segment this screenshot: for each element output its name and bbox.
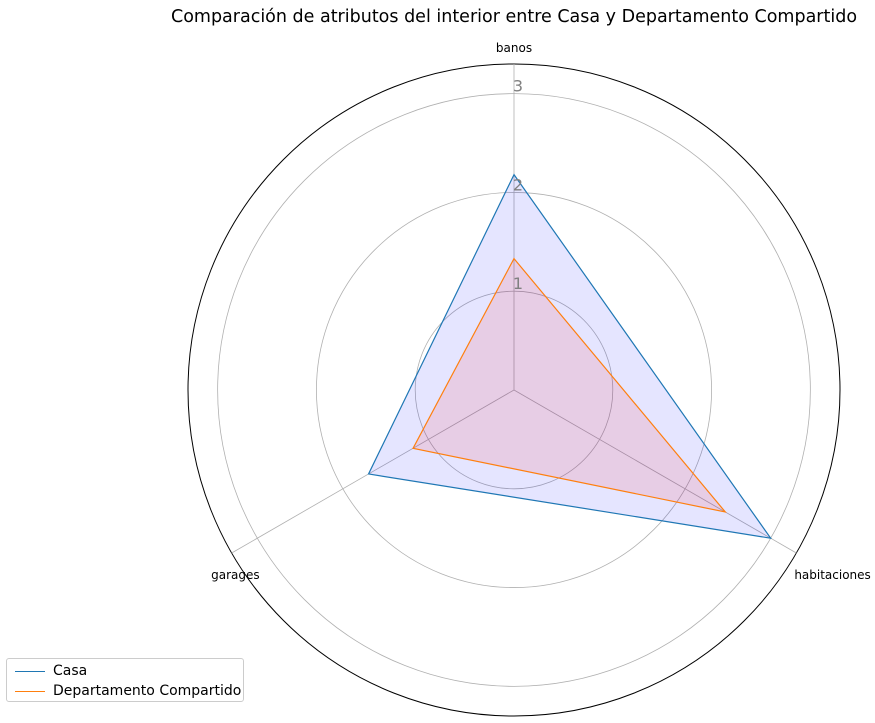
- legend: Casa Departamento Compartido: [6, 658, 244, 702]
- axis-label-garages: garages: [211, 568, 260, 582]
- legend-label-departamento: Departamento Compartido: [53, 683, 242, 699]
- r-tick-label-2: 2: [513, 175, 523, 194]
- r-tick-label-3: 3: [513, 77, 523, 96]
- chart-title: Comparación de atributos del interior en…: [171, 7, 857, 27]
- axis-labels: 1 2 3 banos habitaciones garages: [211, 41, 871, 582]
- spoke-habitaciones: [513, 389, 797, 554]
- spoke-garages: [231, 389, 515, 554]
- legend-swatch-casa: [15, 670, 45, 672]
- r-tick-label-1: 1: [513, 274, 523, 293]
- legend-label-casa: Casa: [53, 663, 88, 679]
- legend-swatch-departamento: [15, 690, 45, 692]
- series-fill-casa: [368, 174, 771, 539]
- axis-label-banos: banos: [496, 41, 532, 55]
- legend-item-casa: Casa: [7, 661, 243, 681]
- axis-label-habitaciones: habitaciones: [794, 568, 870, 582]
- series-layer: [367, 173, 772, 539]
- series-fill-departamento: [413, 258, 726, 513]
- legend-item-departamento: Departamento Compartido: [7, 681, 243, 701]
- series-line-casa: [367, 173, 772, 539]
- radar-grid: [187, 63, 841, 717]
- series-line-departamento: [412, 257, 727, 513]
